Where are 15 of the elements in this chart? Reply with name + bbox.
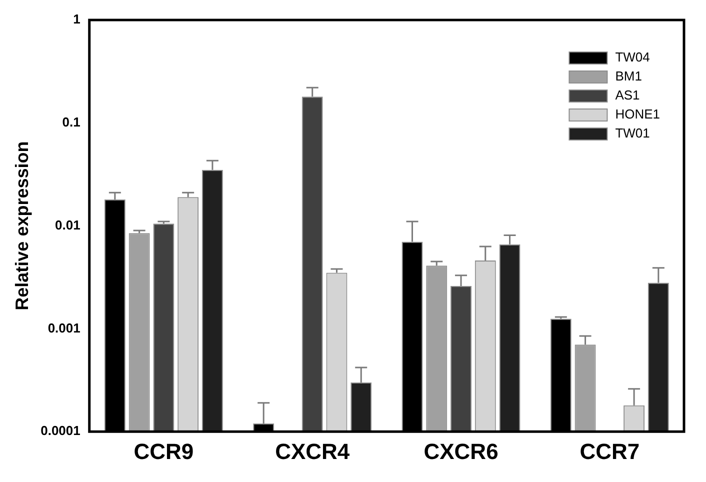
- y-tick-label: 0.01: [55, 217, 80, 232]
- x-tick-label: CCR7: [580, 438, 640, 464]
- x-tick-label: CXCR6: [424, 438, 498, 464]
- legend-label: BM1: [615, 68, 642, 84]
- legend-label: HONE1: [615, 106, 660, 122]
- legend-label: AS1: [615, 88, 640, 103]
- x-tick-label: CCR9: [134, 438, 194, 464]
- x-tick-label: CXCR4: [275, 438, 350, 464]
- y-tick-label: 0.001: [48, 320, 80, 336]
- legend-label: TW01: [615, 126, 650, 141]
- y-axis-title: Relative expression: [12, 141, 32, 310]
- y-tick-label: 1: [73, 12, 80, 27]
- y-tick-label: 0.1: [62, 114, 80, 130]
- y-tick-label: 0.0001: [40, 423, 80, 438]
- legend-label: TW04: [615, 50, 650, 65]
